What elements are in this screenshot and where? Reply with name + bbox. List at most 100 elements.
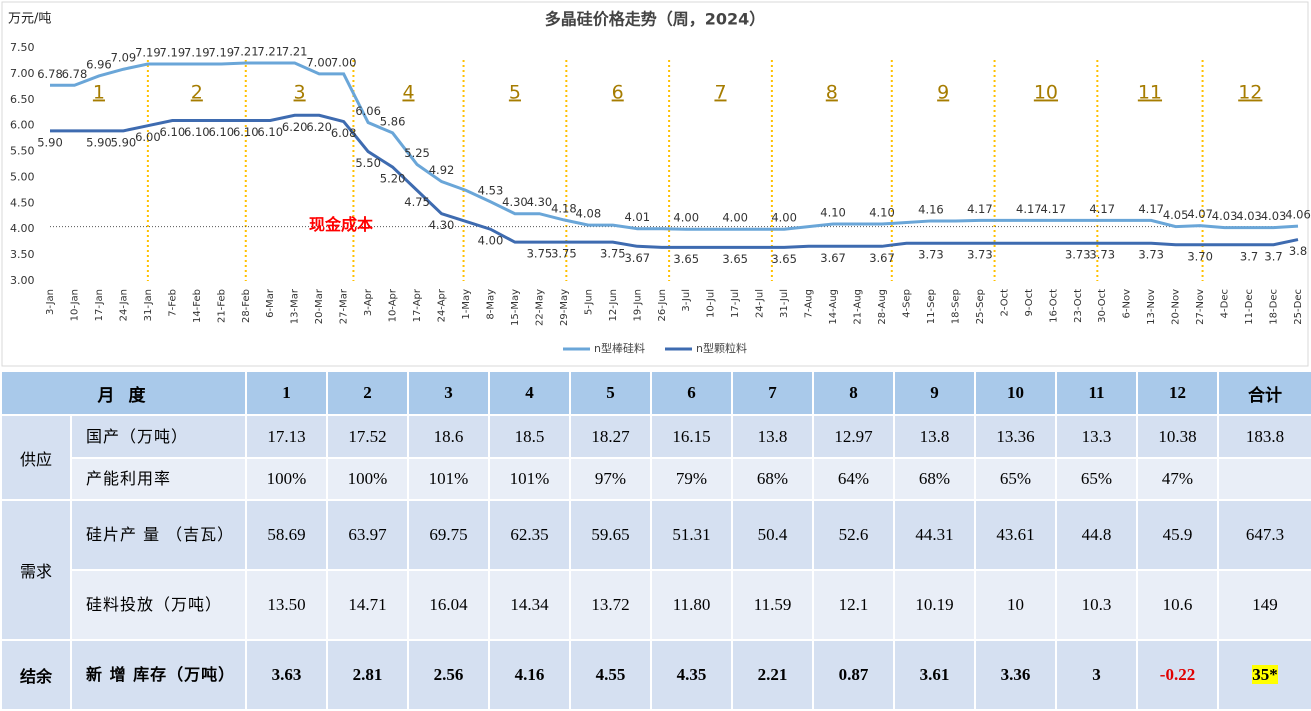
x-tick-label: 18-Dec [1269, 289, 1280, 325]
data-label: 5.20 [380, 172, 406, 186]
y-tick-label: 7.50 [10, 41, 35, 54]
value-cell: 14.34 [488, 569, 572, 641]
x-tick-label: 7-Feb [167, 289, 178, 317]
value-cell: 97% [569, 457, 653, 501]
value-cell: 10.6 [1136, 569, 1220, 641]
value-cell: 16.15 [650, 414, 734, 459]
month-label: 12 [1238, 82, 1262, 104]
row-label: 国产（万吨） [69, 414, 248, 459]
y-tick-label: 7.00 [10, 67, 35, 80]
series-line [50, 113, 1299, 249]
data-label: 4.05 [1163, 208, 1189, 222]
x-tick-label: 13-Nov [1146, 289, 1157, 325]
x-tick-label: 29-May [559, 289, 570, 326]
data-label: 7.21 [282, 45, 308, 59]
value-cell: 63.97 [326, 499, 410, 571]
table-body: 月 度 1 2 3 4 5 6 7 8 9 10 11 12 合计 供应 国产（万吨） 17.13 17.52 18… [0, 370, 1311, 711]
x-tick-label: 4-Sep [901, 289, 912, 318]
data-label: 4.30 [527, 195, 553, 209]
month-label: 8 [826, 82, 838, 104]
x-tick-label: 20-Mar [314, 288, 325, 324]
value-cell: 183.8 [1217, 414, 1311, 459]
data-label: 4.07 [1187, 207, 1213, 221]
value-cell: 64% [812, 457, 896, 501]
y-tick-label: 6.00 [10, 119, 35, 132]
value-cell: 12.97 [812, 414, 896, 459]
x-tick-label: 28-Feb [241, 289, 252, 323]
chart: 多晶硅价格走势（周，2024） 万元/吨 3.00 3.50 4.00 4.50 5.0… [1, 1, 1311, 367]
header-cell: 合计 [1217, 370, 1311, 416]
y-tick-label: 3.50 [10, 248, 35, 261]
data-label: 7.19 [184, 46, 210, 60]
value-cell: 3 [1055, 639, 1139, 711]
y-tick-label: 4.00 [10, 222, 35, 235]
value-cell: 13.72 [569, 569, 653, 641]
header-cell: 6 [650, 370, 734, 416]
value-cell: 65% [1055, 457, 1139, 501]
value-cell: 101% [488, 457, 572, 501]
value-cell: -0.22 [1136, 639, 1220, 711]
data-label: 4.00 [722, 211, 748, 225]
x-tick-label: 31-Jul [779, 289, 790, 318]
data-label: 6.06 [355, 104, 381, 118]
value-cell: 11.59 [731, 569, 815, 641]
value-cell: 10 [974, 569, 1058, 641]
data-label: 4.01 [624, 210, 650, 224]
x-tick-label: 4-Dec [1220, 289, 1231, 318]
value-cell: 14.71 [326, 569, 410, 641]
row-label: 新 增 库存（万吨） [69, 639, 248, 711]
x-tick-label: 22-May [534, 289, 545, 326]
value-cell: 16.04 [407, 569, 491, 641]
series-line [50, 61, 1299, 231]
data-label: 4.17 [967, 202, 993, 216]
value-cell: 10.38 [1136, 414, 1220, 459]
data-label: 4.00 [673, 211, 699, 225]
value-cell: 17.52 [326, 414, 410, 459]
x-tick-label: 7-Aug [804, 289, 815, 318]
data-label: 7.09 [111, 51, 137, 65]
y-tick-label: 6.50 [10, 93, 35, 106]
legend-label: n型棒硅料 [594, 341, 645, 355]
header-row: 月 度 1 2 3 4 5 6 7 8 9 10 11 12 合计 [0, 370, 1311, 416]
data-label: 7.19 [160, 46, 186, 60]
data-label: 6.20 [282, 120, 308, 134]
x-tick-label: 18-Sep [950, 289, 961, 324]
data-label: 3.65 [771, 252, 797, 266]
data-label: 6.10 [257, 125, 283, 139]
data-label: 3.73 [967, 248, 993, 262]
x-tick-label: 23-Oct [1073, 289, 1084, 323]
data-label: 3.73 [1138, 248, 1164, 262]
value-cell: 62.35 [488, 499, 572, 571]
data-label: 4.03 [1212, 209, 1238, 223]
value-cell: 3.36 [974, 639, 1058, 711]
table-row: 硅料投放（万吨） 13.50 14.71 16.04 14.34 13.72 11.80 11… [1, 569, 1311, 641]
header-cell: 7 [731, 370, 815, 416]
x-tick-label: 25-Sep [975, 289, 986, 324]
x-tick-label: 9-Oct [1024, 289, 1035, 317]
data-label: 4.16 [918, 202, 944, 216]
value-cell: 100% [245, 457, 329, 501]
data-label: 4.17 [1040, 202, 1066, 216]
data-label: 3.70 [1187, 249, 1213, 263]
data-label: 6.10 [233, 125, 259, 139]
value-cell: 10.19 [893, 569, 977, 641]
data-label: 4.17 [1016, 202, 1042, 216]
value-cell: 65% [974, 457, 1058, 501]
data-label: 4.18 [551, 201, 577, 215]
data-label: 5.90 [86, 135, 112, 149]
data-label: 4.92 [429, 163, 455, 177]
data-label: 4.03 [1236, 209, 1262, 223]
data-label: 4.10 [820, 206, 846, 220]
header-cell: 9 [893, 370, 977, 416]
value-cell: 2.21 [731, 639, 815, 711]
value-cell: 50.4 [731, 499, 815, 571]
x-tick-label: 3-Jan [45, 289, 56, 315]
y-tick-label: 5.50 [10, 145, 35, 158]
x-tick-label: 8-May [485, 289, 496, 320]
data-label: 3.67 [624, 251, 650, 265]
data-table: 月 度 1 2 3 4 5 6 7 8 9 10 11 12 合计 供应 国产（万吨） 17.13 17.52 18… [0, 370, 1311, 711]
x-tick-label: 24-Jul [755, 289, 766, 318]
x-tick-label: 19-Jun [632, 289, 643, 322]
x-tick-label: 15-May [510, 289, 521, 326]
